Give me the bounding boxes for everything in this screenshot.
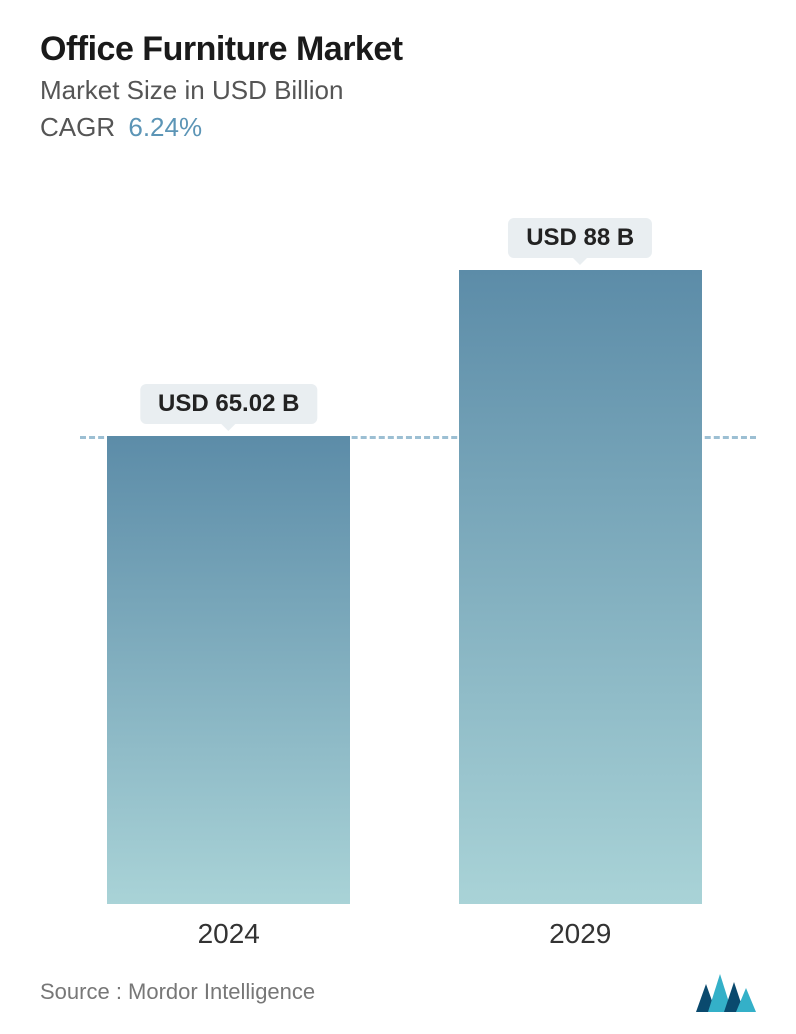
brand-logo-icon xyxy=(696,972,756,1012)
value-badge: USD 65.02 B xyxy=(140,384,317,424)
chart-subtitle: Market Size in USD Billion xyxy=(40,75,756,106)
page-root: Office Furniture Market Market Size in U… xyxy=(0,0,796,1034)
bar xyxy=(459,270,702,904)
cagr-value: 6.24% xyxy=(128,112,202,142)
x-axis-label: 2024 xyxy=(198,918,260,950)
x-axis-label: 2029 xyxy=(549,918,611,950)
bar xyxy=(107,436,350,904)
chart-area: USD 65.02 B2024USD 88 B2029 xyxy=(80,270,756,904)
source-text: Source : Mordor Intelligence xyxy=(40,979,315,1005)
cagr-line: CAGR 6.24% xyxy=(40,112,756,143)
value-badge: USD 88 B xyxy=(508,218,652,258)
chart-title: Office Furniture Market xyxy=(40,30,756,69)
footer: Source : Mordor Intelligence xyxy=(40,972,756,1012)
cagr-label: CAGR xyxy=(40,112,115,142)
